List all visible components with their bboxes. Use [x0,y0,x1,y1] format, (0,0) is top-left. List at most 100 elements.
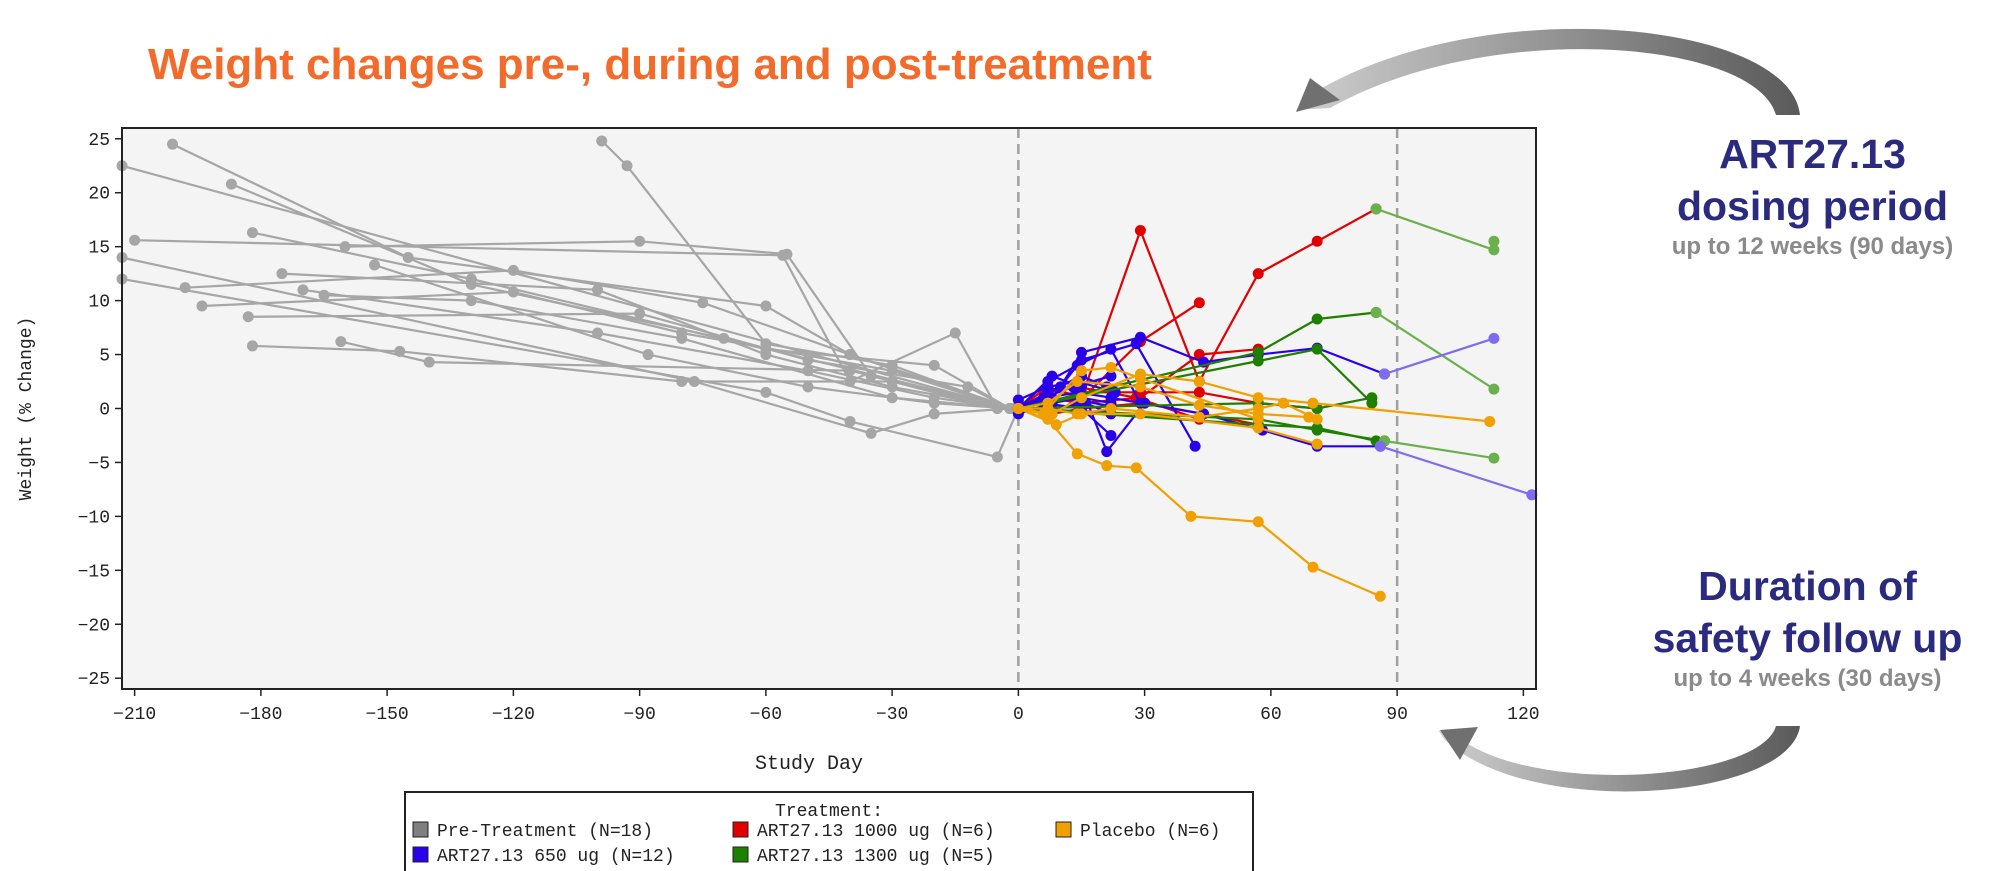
data-point [592,284,604,296]
series-layer [116,135,1538,602]
data-point [1311,413,1323,425]
dosing-line3: up to 12 weeks (90 days) [1671,233,1954,260]
data-point [1193,297,1205,309]
data-point [225,178,237,190]
data-point [688,376,700,388]
data-point [297,284,309,296]
data-point [1130,462,1142,474]
legend-entry-label: ART27.13 1000 ug (N=6) [757,822,995,842]
data-point [1526,489,1538,501]
data-point [1252,392,1264,404]
data-point [634,235,646,247]
data-point [1252,346,1264,358]
data-point [1012,394,1024,406]
data-point [760,349,772,361]
data-point [844,415,856,427]
data-point [962,381,974,393]
data-point [1134,372,1146,384]
data-point [129,234,141,246]
legend-title: Treatment: [775,802,883,822]
legend-box [404,791,1254,871]
y-tick-label: 10 [88,293,110,313]
data-point [802,354,814,366]
y-tick-label: −5 [88,454,110,474]
data-point [339,241,351,253]
series-line [1384,439,1495,460]
dosing-line2: dosing period [1676,183,1949,229]
data-point [844,376,856,388]
legend-swatch [1055,821,1072,838]
data-point [1105,403,1117,414]
data-point [865,427,877,439]
data-point [1484,415,1496,427]
data-point [1193,399,1205,411]
followup-line1: Duration of [1698,563,1917,609]
data-point [1101,446,1113,458]
dosing-annotation: ART27.13 dosing period up to 12 weeks (9… [1640,128,1985,262]
y-axis-label: Weight (% Change) [17,317,37,501]
legend-entry-label: ART27.13 1300 ug (N=5) [757,847,995,867]
legend-swatch [412,846,429,863]
data-point [423,356,435,368]
data-point [1488,452,1500,464]
data-point [802,381,814,393]
data-point [1134,381,1146,393]
data-point [1105,343,1117,355]
data-point [1370,203,1382,215]
legend-swatch [732,821,749,838]
axes: −210 −180 −150 −120 −90 −60 −30 0 30 60 90 12025201… [17,127,1540,776]
data-point [634,308,646,320]
data-point [1379,368,1390,380]
x-tick-label: −210 [113,705,156,725]
data-point [246,340,258,352]
data-point [760,300,772,312]
data-point [777,249,789,261]
data-point [1105,362,1117,374]
data-point [1366,392,1378,404]
series-follow-50 [1488,235,1500,247]
data-point [242,311,254,323]
y-tick-label: −10 [78,508,110,528]
data-point [1252,422,1264,434]
series-follow-48 [1370,306,1500,395]
data-point [1278,397,1289,409]
data-point [1311,343,1323,355]
data-point [167,138,178,150]
data-point [1374,440,1386,452]
data-point [1311,313,1323,325]
data-point [1050,419,1062,431]
data-point [676,332,688,344]
data-point [507,286,519,298]
x-tick-label: −150 [366,705,409,725]
data-point [465,273,477,285]
data-point [1071,448,1083,460]
legend-entry-label: ART27.13 650 ug (N=12) [437,847,675,867]
data-point [1311,438,1323,450]
data-point [1252,516,1264,528]
data-point [928,359,940,371]
y-tick-label: 25 [88,131,110,151]
data-point [697,297,709,309]
series-line [1384,337,1495,376]
data-point [1101,460,1113,472]
arrow-followup-icon [1438,726,1800,792]
data-point [1004,403,1016,414]
series-line [1379,445,1533,496]
series-line [1375,311,1495,391]
data-point [596,135,608,147]
series-line [1017,375,1112,410]
legend-swatch [732,846,749,863]
data-point [1193,411,1205,423]
data-point [1046,370,1058,382]
data-point [196,300,208,312]
series-follow-51 [1379,332,1500,380]
data-point [928,408,940,420]
x-tick-label: 30 [1134,705,1156,725]
followup-line3: up to 4 weeks (30 days) [1673,665,1942,692]
data-point [760,386,772,398]
x-tick-label: −30 [876,705,908,725]
data-point [1307,397,1319,409]
data-point [1488,383,1500,395]
data-point [1193,386,1205,398]
